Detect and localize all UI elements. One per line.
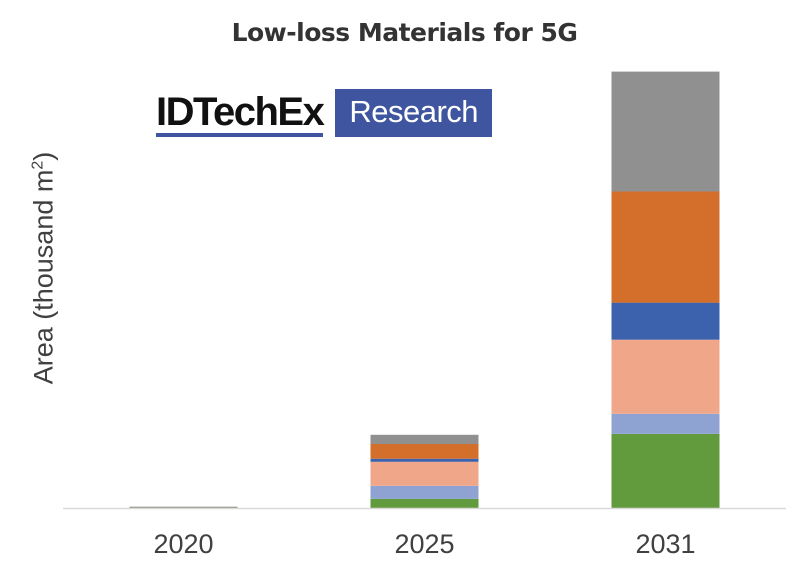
x-tick-labels: 2020 2025 2031: [153, 529, 695, 559]
bar-2031-segment-1: [611, 433, 720, 508]
bar-2031-segment-3: [611, 339, 720, 414]
bar-2025-segment-5: [370, 443, 479, 459]
bar-2031-segment-4: [611, 302, 720, 340]
bar-2025-segment-3: [370, 461, 479, 486]
bar-2025-segment-4: [370, 458, 479, 462]
bar-2031-segment-5: [611, 191, 720, 303]
x-tick-label-2031: 2031: [635, 529, 695, 559]
bar-2025-segment-1: [370, 498, 479, 508]
bar-2020-segment-6: [129, 506, 238, 508]
logo-brand-text: IDTechEx: [156, 89, 325, 137]
bar-2025-segment-2: [370, 485, 479, 499]
x-tick-label-2020: 2020: [153, 529, 213, 559]
chart-title: Low-loss Materials for 5G: [231, 18, 578, 47]
bars-group: [129, 71, 720, 508]
bar-2025-segment-6: [370, 434, 479, 444]
x-tick-label-2025: 2025: [394, 529, 454, 559]
bar-2031-segment-6: [611, 71, 720, 192]
idtechex-logo: IDTechEx Research: [156, 89, 493, 137]
logo-research-badge: Research: [335, 89, 493, 137]
bar-2031-segment-2: [611, 413, 720, 434]
